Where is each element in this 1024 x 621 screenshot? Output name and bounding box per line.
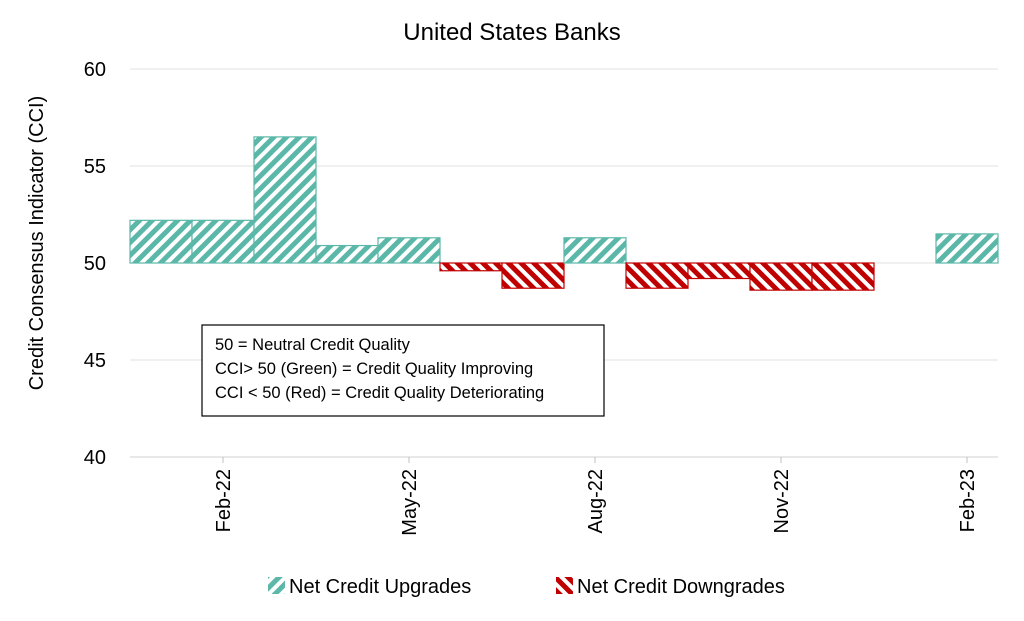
bar-downgrade bbox=[439, 262, 503, 272]
legend: Net Credit Upgrades Net Credit Downgrade… bbox=[268, 576, 785, 598]
x-tick-label: Aug-22 bbox=[585, 469, 607, 534]
annotation-line-2: CCI> 50 (Green) = Credit Quality Improvi… bbox=[215, 360, 533, 378]
y-tick-label: 50 bbox=[84, 253, 106, 275]
bar-upgrade bbox=[377, 237, 441, 264]
legend-label-downgrades: Net Credit Downgrades bbox=[577, 576, 785, 598]
bar-upgrade bbox=[935, 233, 999, 264]
y-axis-title: Credit Consensus Indicator (CCI) bbox=[26, 96, 48, 391]
y-tick-label: 40 bbox=[84, 447, 106, 469]
annotation-line-1: 50 = Neutral Credit Quality bbox=[215, 336, 411, 354]
bar-upgrade bbox=[563, 237, 627, 264]
bar-downgrade bbox=[501, 262, 565, 289]
x-tick-label: Nov-22 bbox=[771, 469, 793, 533]
bar-upgrade bbox=[315, 244, 379, 264]
bars bbox=[129, 136, 999, 291]
x-axis: Feb-22 May-22 Aug-22 Nov-22 Feb-23 bbox=[213, 457, 979, 536]
y-axis-ticks: 40 45 50 55 60 bbox=[84, 59, 106, 469]
bar-downgrade bbox=[687, 262, 751, 280]
annotation-line-3: CCI < 50 (Red) = Credit Quality Deterior… bbox=[215, 384, 544, 402]
bar-upgrade bbox=[191, 219, 255, 264]
y-tick-label: 60 bbox=[84, 59, 106, 81]
bar-downgrade bbox=[749, 262, 813, 291]
legend-item-downgrades: Net Credit Downgrades bbox=[556, 576, 785, 598]
legend-swatch-downgrades bbox=[556, 577, 573, 594]
bar-downgrade bbox=[811, 262, 875, 291]
bar-downgrade bbox=[625, 262, 689, 289]
legend-label-upgrades: Net Credit Upgrades bbox=[289, 576, 471, 598]
bar-upgrade bbox=[253, 136, 317, 264]
x-tick-label: Feb-22 bbox=[213, 469, 235, 532]
annotation-box: 50 = Neutral Credit Quality CCI> 50 (Gre… bbox=[201, 324, 605, 417]
legend-swatch-upgrades bbox=[268, 577, 285, 594]
x-tick-label: May-22 bbox=[399, 469, 421, 536]
y-tick-label: 45 bbox=[84, 350, 106, 372]
x-tick-label: Feb-23 bbox=[957, 469, 979, 532]
chart-title: United States Banks bbox=[403, 19, 620, 46]
legend-item-upgrades: Net Credit Upgrades bbox=[268, 576, 471, 598]
y-tick-label: 55 bbox=[84, 156, 106, 178]
bar-upgrade bbox=[129, 219, 193, 264]
